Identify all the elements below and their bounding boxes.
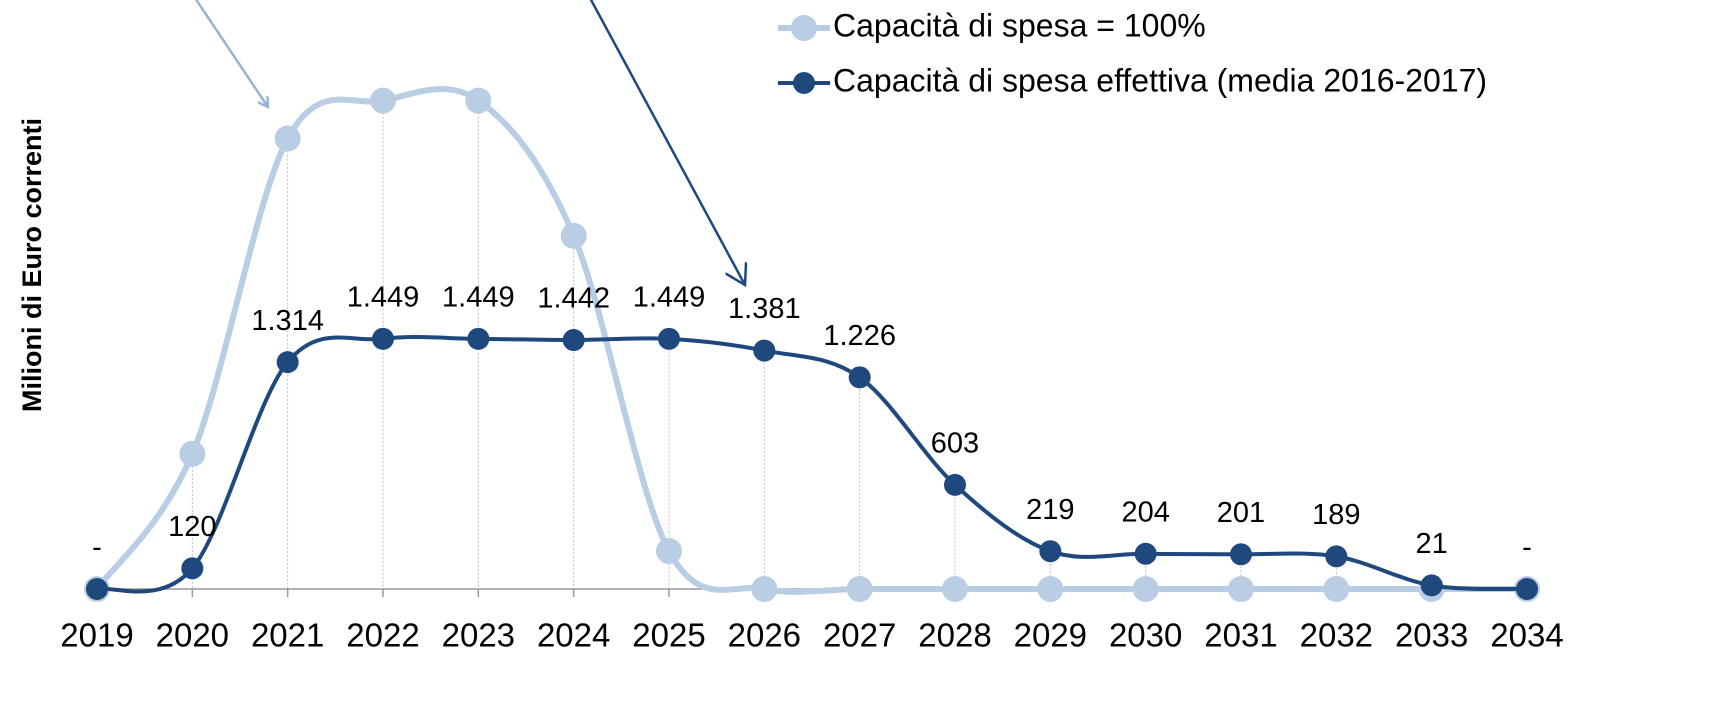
data-point: [562, 329, 585, 352]
data-point: [1132, 576, 1159, 602]
data-point: [942, 576, 968, 602]
data-point: [1325, 545, 1348, 568]
data-label: 603: [931, 428, 979, 460]
data-point: [370, 87, 396, 114]
x-tick-label: 2032: [1300, 617, 1373, 654]
x-tick-label: 2033: [1395, 617, 1468, 654]
x-tick-label: 2024: [537, 617, 610, 654]
data-point: [848, 366, 871, 389]
data-point: [1134, 542, 1157, 565]
data-label: 1.449: [442, 281, 515, 313]
data-point: [944, 473, 966, 496]
x-tick-label: 2026: [728, 617, 801, 654]
x-tick-label: 2034: [1490, 617, 1563, 654]
data-label: 219: [1026, 494, 1074, 526]
legend-label: Capacità di spesa effettiva (media 2016-…: [833, 62, 1487, 98]
x-tick-label: 2022: [346, 617, 419, 654]
x-tick-label: 2025: [632, 617, 705, 654]
data-label: 201: [1217, 497, 1265, 529]
data-point: [179, 440, 206, 467]
data-point: [846, 576, 873, 602]
data-label: -: [1522, 532, 1532, 564]
x-tick-label: 2021: [251, 617, 324, 654]
legend-label: Capacità di spesa = 100%: [833, 7, 1206, 43]
series-line: [96, 335, 1528, 594]
data-point: [656, 538, 682, 565]
x-tick-label: 2030: [1109, 617, 1182, 654]
annotation-arrow: [194, 0, 268, 107]
data-point: [1230, 543, 1252, 566]
data-label: 189: [1312, 499, 1360, 531]
data-point: [276, 351, 299, 374]
x-tick-label: 2027: [823, 617, 896, 654]
data-point: [181, 557, 204, 580]
data-point: [372, 327, 394, 350]
data-label: 1.381: [728, 293, 801, 325]
x-tick-label: 2029: [1014, 617, 1087, 654]
data-point: [1323, 576, 1350, 602]
x-tick-label: 2019: [60, 617, 133, 654]
data-label: 1.442: [537, 283, 610, 315]
data-label: 204: [1121, 496, 1169, 528]
x-tick-label: 2031: [1204, 617, 1277, 654]
data-point: [1228, 576, 1254, 602]
data-label: 21: [1416, 528, 1448, 560]
data-point: [274, 125, 301, 152]
data-point: [658, 327, 680, 350]
data-label: 1.449: [633, 281, 706, 313]
y-axis-label: Milioni di Euro correnti: [17, 118, 47, 412]
legend-marker: [791, 15, 817, 41]
data-label: 120: [168, 511, 216, 543]
legend-marker: [793, 72, 815, 94]
data-label: 1.449: [347, 281, 420, 313]
data-point: [1039, 540, 1062, 563]
data-point: [753, 339, 776, 362]
data-point: [1516, 578, 1538, 600]
data-point: [751, 576, 778, 602]
x-tick-label: 2028: [918, 617, 991, 654]
data-label: 1.314: [251, 305, 324, 337]
data-label: -: [92, 532, 102, 564]
x-tick-label: 2023: [442, 617, 515, 654]
data-label: 1.226: [823, 320, 896, 352]
x-tick-label: 2020: [156, 617, 229, 654]
data-point: [560, 222, 587, 249]
data-point: [467, 327, 490, 350]
data-point: [1420, 574, 1443, 597]
annotation-arrow: [589, 0, 745, 285]
data-point: [465, 87, 492, 114]
data-point: [1037, 576, 1064, 602]
data-point: [86, 578, 108, 600]
